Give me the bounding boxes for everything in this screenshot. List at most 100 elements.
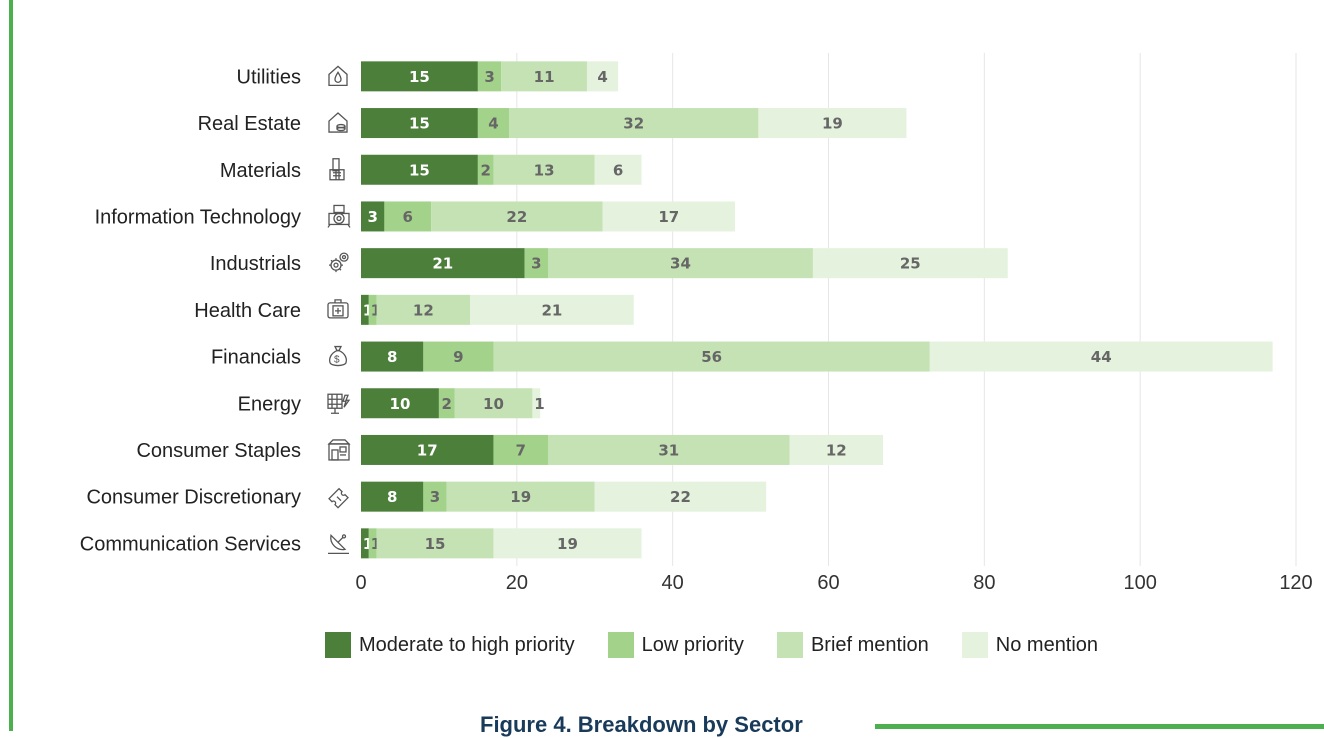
data-label: 9 [453,348,463,366]
legend-label-no-mention: No mention [995,633,1099,656]
data-label: 44 [1091,348,1112,366]
bar-segment [431,201,603,232]
bar-segment [524,248,548,279]
legend-swatch-no-mention [961,632,988,658]
x-tick-label: 40 [662,572,684,594]
data-label: 22 [506,208,527,226]
legend-item-low-priority: Low priority [607,632,744,658]
bar-segment [812,248,1008,279]
data-label: 17 [658,208,679,226]
legend-item-no-mention: No mention [961,632,1099,658]
legend-swatch-low-priority [607,632,634,658]
bar-segment [361,201,385,232]
category-label: Health Care [194,300,301,322]
x-tick-label: 60 [817,572,839,594]
bar-segment [493,528,642,559]
category-label: Consumer Discretionary [86,487,301,509]
x-tick-label: 80 [973,572,995,594]
data-label: 19 [557,535,578,553]
data-label: 13 [534,161,555,179]
money-bag-icon: $ [329,345,347,367]
data-label: 1 [534,395,544,413]
bar-segment [493,341,930,372]
left-accent-rule [9,0,13,731]
house-water-icon [328,65,348,86]
data-label: 4 [488,115,498,133]
legend: Moderate to high priority Low priority B… [325,632,1131,658]
gears-icon [329,252,349,273]
x-tick-label: 100 [1123,572,1156,594]
legend-label-brief-mention: Brief mention [810,633,929,656]
data-label: 8 [387,348,397,366]
bar-segment [477,61,502,92]
data-label: 21 [432,255,453,273]
category-label: Energy [238,393,301,415]
store-icon [327,439,351,461]
category-label: Information Technology [95,206,301,228]
bar-segment [477,154,494,185]
data-label: 6 [613,161,623,179]
data-label: 15 [425,535,446,553]
data-label: 34 [670,255,691,273]
data-label: 10 [390,395,411,413]
bar-segment [929,341,1273,372]
data-label: 1 [363,301,373,319]
category-label: Communication Services [80,533,301,555]
bar-segment [368,528,377,559]
data-label: 8 [387,488,397,506]
data-label: 19 [822,115,843,133]
bar-segment [361,528,369,559]
category-label: Consumer Staples [136,440,301,462]
data-label: 7 [516,441,526,459]
bar-segment [594,481,767,512]
legend-swatch-moderate-high [325,632,351,658]
bar-segment [789,434,884,465]
bar-segment [758,108,907,139]
data-label: 10 [483,395,504,413]
data-label: 25 [900,255,921,273]
bar-segment [368,294,377,325]
bar-segment [361,154,478,185]
bar-segment [586,61,619,92]
data-label: 3 [430,488,440,506]
data-label: 4 [597,68,607,86]
bar-segment [361,388,439,419]
bar-segment [376,294,471,325]
data-label: 3 [484,68,494,86]
bar-segment [384,201,432,232]
bar-segment [602,201,735,232]
bar-segment [501,61,587,92]
data-label: 17 [417,441,438,459]
bar-segment [423,481,447,512]
data-label: 12 [826,441,847,459]
bar-segment [477,108,510,139]
bar-segment [548,434,790,465]
bar-segment [376,528,494,559]
data-label: 31 [658,441,679,459]
bar-segment [361,108,478,139]
bar-segment [361,341,424,372]
x-tick-label: 120 [1279,572,1312,594]
bar-segment [438,388,455,419]
medical-kit-icon [327,299,349,319]
data-label: 15 [409,161,430,179]
bar-segment [594,154,642,185]
building-icon [329,158,345,181]
data-label: 6 [403,208,413,226]
ticket-icon [328,487,349,509]
svg-text:$: $ [334,355,340,366]
data-label: 22 [670,488,691,506]
data-label: 21 [541,301,562,319]
bar-segment [493,434,548,465]
data-label: 2 [480,161,490,179]
bar-segment [361,61,478,92]
data-label: 15 [409,68,430,86]
bar-segment [470,294,634,325]
legend-item-moderate-high: Moderate to high priority [325,632,575,658]
bar-segment [446,481,595,512]
data-label: 19 [510,488,531,506]
bar-segment [493,154,595,185]
data-label: 3 [531,255,541,273]
bar-segment [532,388,541,419]
